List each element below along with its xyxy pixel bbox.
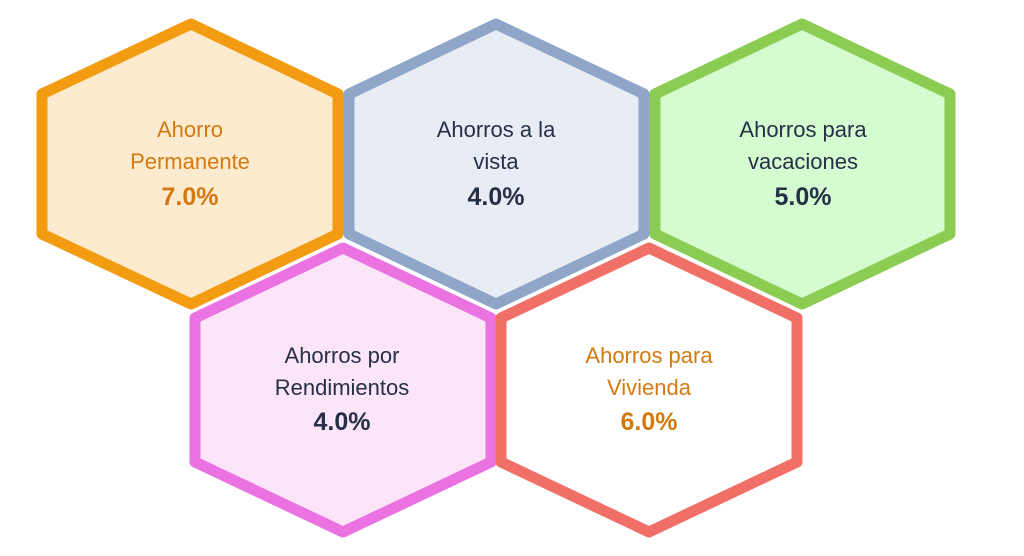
- hexagon-shape: [343, 18, 650, 310]
- hexagon-value: 6.0%: [621, 408, 678, 436]
- hexagon-value: 4.0%: [314, 408, 371, 436]
- hexagon-shape: [649, 18, 956, 310]
- hexagon-ahorros-por-rendimientos: Ahorros por Rendimientos 4.0%: [189, 242, 497, 538]
- hexagon-ahorros-para-vivienda: Ahorros para Vivienda 6.0%: [495, 242, 803, 538]
- hexagon-label-line: Vivienda: [607, 375, 692, 400]
- hexagon-shape: [189, 242, 497, 538]
- hexagon-label-line: Ahorro: [157, 117, 223, 142]
- hexagon-ahorro-permanente: Ahorro Permanente 7.0%: [36, 18, 344, 310]
- hexagon-label-line: Permanente: [130, 149, 250, 174]
- hexagon-label-line: Ahorros para: [585, 343, 713, 368]
- hexagon-label-line: Rendimientos: [275, 375, 410, 400]
- hexagon-label-line: Ahorros por: [285, 343, 400, 368]
- hexagon-shape: [36, 18, 344, 310]
- hexagon-shape: [495, 242, 803, 538]
- hexagon-label-line: Ahorros para: [739, 117, 867, 142]
- hexagon-label-line: vista: [473, 149, 519, 174]
- hexagon-value: 4.0%: [468, 183, 525, 211]
- hexagon-ahorros-para-vacaciones: Ahorros para vacaciones 5.0%: [649, 18, 956, 310]
- hexagon-value: 7.0%: [162, 183, 219, 211]
- hexagon-value: 5.0%: [775, 183, 832, 211]
- hexagon-label-line: Ahorros a la: [437, 117, 556, 142]
- hexagon-label-line: vacaciones: [748, 149, 858, 174]
- hexagon-ahorros-a-la-vista: Ahorros a la vista 4.0%: [343, 18, 650, 310]
